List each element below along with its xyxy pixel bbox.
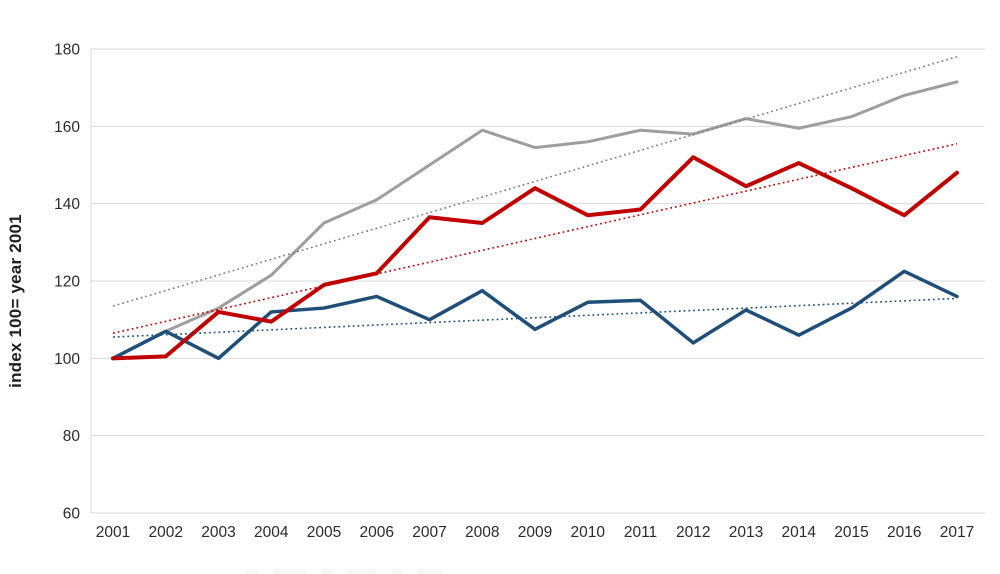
- x-tick-label: 2008: [465, 524, 499, 541]
- x-tick-label: 2013: [729, 524, 763, 541]
- x-tick-label: 2010: [571, 524, 606, 541]
- x-tick-label: 2007: [412, 524, 446, 541]
- x-tick-label: 2002: [149, 524, 183, 541]
- x-tick-label: 2005: [307, 524, 341, 541]
- x-tick-label: 2004: [254, 524, 289, 541]
- grey-linear-trend: [112, 55, 958, 307]
- y-tick-label: 180: [54, 42, 80, 59]
- y-tick-label: 80: [63, 428, 81, 445]
- y-tick-label: 140: [54, 196, 80, 213]
- x-tick-label: 2001: [96, 524, 130, 541]
- x-tick-label: 2012: [676, 524, 710, 541]
- x-tick-label: 2011: [624, 524, 657, 541]
- x-tick-label: 2014: [782, 524, 817, 541]
- y-tick-label: 120: [54, 274, 80, 291]
- x-tick-label: 2016: [887, 524, 921, 541]
- legend-cutoff: [245, 569, 505, 574]
- grey-line: [111, 80, 959, 360]
- red-linear-trend: [112, 142, 958, 334]
- y-tick-label: 60: [63, 506, 81, 523]
- x-tick-label: 2006: [360, 524, 394, 541]
- x-tick-label: 2015: [834, 524, 868, 541]
- x-tick-label: 2009: [518, 524, 552, 541]
- blue-linear-trend: [112, 297, 958, 338]
- y-tick-label: 100: [54, 351, 80, 368]
- red-line: [111, 155, 959, 361]
- x-tick-label: 2017: [940, 524, 974, 541]
- x-tick-label: 2003: [201, 524, 235, 541]
- blue-line: [111, 269, 959, 361]
- y-tick-label: 160: [54, 119, 80, 136]
